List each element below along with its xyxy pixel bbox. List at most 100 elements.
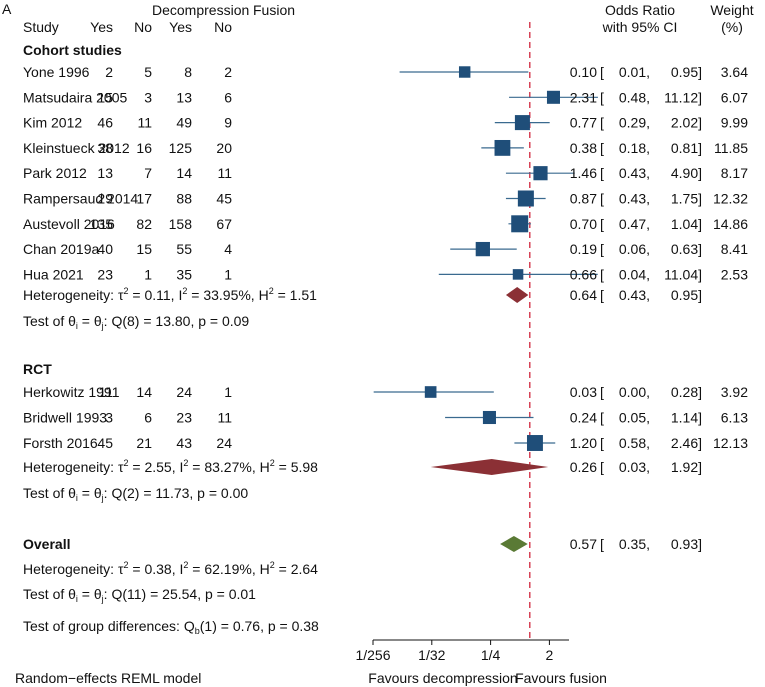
decomp-no: 82 bbox=[136, 216, 152, 232]
panel-label: A bbox=[2, 1, 12, 17]
study-ci-upper: 0.28] bbox=[671, 384, 702, 400]
study-ci-lower: 0.00, bbox=[619, 384, 650, 400]
fusion-yes: 43 bbox=[176, 435, 192, 451]
fusion-no: 20 bbox=[216, 140, 232, 156]
study-marker bbox=[514, 115, 530, 131]
decomp-no: 5 bbox=[144, 64, 152, 80]
study-or: 0.70 bbox=[570, 216, 597, 232]
fusion-no: 4 bbox=[224, 241, 232, 257]
study-ci-upper: 11.04] bbox=[664, 266, 702, 282]
study-or: 0.87 bbox=[570, 191, 597, 207]
study-marker bbox=[546, 90, 560, 104]
header-weight: Weight bbox=[710, 2, 753, 18]
study-bracket: [ bbox=[600, 410, 604, 426]
overall-bracket: [ bbox=[600, 536, 604, 552]
study-ci-lower: 0.58, bbox=[619, 435, 650, 451]
test-theta-1: Test of θi = θj: Q(2) = 11.73, p = 0.00 bbox=[23, 485, 248, 503]
study-weight: 12.32 bbox=[713, 191, 748, 207]
study-weight: 3.92 bbox=[721, 384, 748, 400]
header-decompression: Decompression bbox=[152, 2, 249, 18]
group-differences-test: Test of group differences: Qb(1) = 0.76,… bbox=[23, 618, 319, 636]
overall-ci-lower: 0.35, bbox=[619, 536, 650, 552]
fusion-no: 11 bbox=[217, 410, 232, 426]
header-fusion-yes: Yes bbox=[169, 19, 192, 35]
study-ci-lower: 0.18, bbox=[619, 140, 650, 156]
decomp-no: 6 bbox=[144, 410, 152, 426]
fusion-no: 1 bbox=[224, 384, 232, 400]
fusion-no: 67 bbox=[216, 216, 232, 232]
study-ci-lower: 0.48, bbox=[619, 89, 650, 105]
decomp-yes: 2 bbox=[105, 64, 113, 80]
study-bracket: [ bbox=[600, 191, 604, 207]
overall-heterogeneity: Heterogeneity: τ2 = 0.38, I2 = 62.19%, H… bbox=[23, 560, 318, 577]
decomp-no: 11 bbox=[137, 115, 152, 131]
overall-or: 0.57 bbox=[570, 536, 597, 552]
study-bracket: [ bbox=[600, 64, 604, 80]
study-weight: 8.41 bbox=[721, 241, 748, 257]
study-marker bbox=[458, 66, 471, 78]
overall-ci-upper: 0.93] bbox=[671, 536, 702, 552]
study-bracket: [ bbox=[600, 115, 604, 131]
decomp-yes: 45 bbox=[97, 435, 113, 451]
fusion-yes: 14 bbox=[176, 165, 192, 181]
pooled-ci-lower: 0.03, bbox=[619, 459, 650, 475]
pooled-or: 0.64 bbox=[570, 287, 597, 303]
decomp-no: 21 bbox=[136, 435, 152, 451]
test-theta-0: Test of θi = θj: Q(8) = 13.80, p = 0.09 bbox=[23, 313, 249, 331]
study-bracket: [ bbox=[600, 241, 604, 257]
study-marker bbox=[512, 269, 524, 280]
study-or: 1.20 bbox=[570, 435, 597, 451]
header-decomp-yes: Yes bbox=[90, 19, 113, 35]
fusion-yes: 55 bbox=[176, 241, 192, 257]
decomp-no: 14 bbox=[136, 384, 152, 400]
study-ci-upper: 0.81] bbox=[671, 140, 702, 156]
decomp-no: 3 bbox=[144, 89, 152, 105]
fusion-yes: 24 bbox=[176, 384, 192, 400]
study-weight: 8.17 bbox=[721, 165, 748, 181]
decomp-no: 15 bbox=[136, 241, 152, 257]
header-study: Study bbox=[23, 19, 59, 35]
decomp-yes: 15 bbox=[97, 89, 113, 105]
pooled-bracket: [ bbox=[600, 287, 604, 303]
study-ci-upper: 4.90] bbox=[671, 165, 702, 181]
study-name: Austevoll 2016 bbox=[23, 216, 115, 232]
study-marker bbox=[482, 410, 496, 425]
study-weight: 9.99 bbox=[721, 115, 748, 131]
x-tick-label: 1/256 bbox=[355, 647, 390, 663]
decomp-yes: 38 bbox=[97, 140, 113, 156]
study-ci-lower: 0.04, bbox=[619, 266, 650, 282]
study-name: Kim 2012 bbox=[23, 115, 82, 131]
study-weight: 6.07 bbox=[721, 89, 748, 105]
overall-test-theta: Test of θi = θj: Q(11) = 25.54, p = 0.01 bbox=[23, 586, 256, 604]
pooled-diamond bbox=[430, 459, 549, 475]
header-fusion-no: No bbox=[214, 19, 232, 35]
study-marker bbox=[511, 215, 529, 233]
study-bracket: [ bbox=[600, 266, 604, 282]
study-marker bbox=[526, 435, 543, 451]
study-ci-upper: 0.95] bbox=[671, 64, 702, 80]
fusion-no: 45 bbox=[216, 191, 232, 207]
study-weight: 2.53 bbox=[721, 266, 748, 282]
study-ci-lower: 0.05, bbox=[619, 410, 650, 426]
decomp-no: 1 bbox=[144, 266, 152, 282]
study-marker bbox=[533, 166, 548, 181]
study-weight: 6.13 bbox=[721, 410, 748, 426]
study-weight: 11.85 bbox=[714, 140, 748, 156]
caption-favours-decompression: Favours decompression bbox=[368, 670, 517, 686]
fusion-no: 24 bbox=[216, 435, 232, 451]
study-name: Kleinstueck 2012 bbox=[23, 140, 130, 156]
study-ci-upper: 0.63] bbox=[671, 241, 702, 257]
pooled-ci-upper: 0.95] bbox=[671, 287, 702, 303]
decomp-yes: 11 bbox=[98, 384, 113, 400]
study-or: 0.38 bbox=[570, 140, 597, 156]
header-odds-ratio: Odds Ratio bbox=[605, 2, 675, 18]
group-title: Cohort studies bbox=[23, 42, 122, 58]
model-note: Random−effects REML model bbox=[15, 670, 201, 686]
study-ci-upper: 1.75] bbox=[671, 191, 702, 207]
overall-diamond bbox=[500, 536, 528, 552]
study-name: Chan 2019a bbox=[23, 241, 100, 257]
decomp-yes: 135 bbox=[90, 216, 114, 232]
study-ci-lower: 0.47, bbox=[619, 216, 650, 232]
decomp-yes: 40 bbox=[97, 241, 113, 257]
study-ci-upper: 2.46] bbox=[671, 435, 702, 451]
